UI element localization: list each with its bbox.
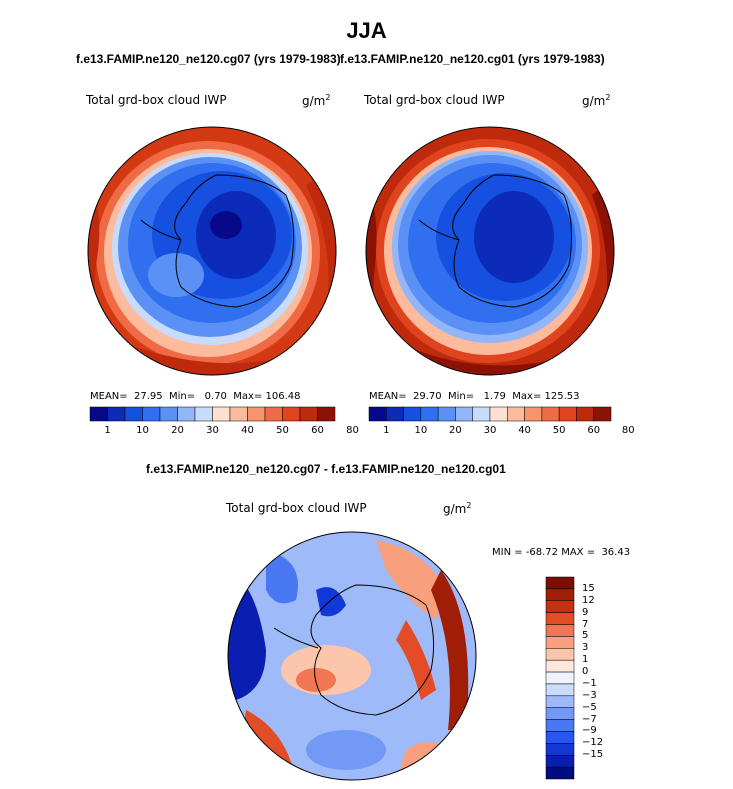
colorbar-tick-label: 10 <box>136 425 149 436</box>
colorbar-swatch <box>212 406 231 422</box>
colorbar-swatch <box>107 406 126 422</box>
diff-colorbar-tick-label: −15 <box>582 749 604 761</box>
colorbar-tick-label: 20 <box>449 425 462 436</box>
diff-colorbar-swatch <box>545 612 575 625</box>
diff-colorbar-swatch <box>545 659 575 673</box>
panel-1-subtitle: f.e13.FAMIP.ne120_ne120.cg07 (yrs 1979-1… <box>76 52 341 66</box>
diff-colorbar-tick-label: 1 <box>582 654 589 666</box>
colorbar-swatch <box>264 406 283 422</box>
colorbar-tick-label: 80 <box>346 425 359 436</box>
panel-1-units: g/m2 <box>302 93 331 108</box>
panel-1-map <box>87 126 337 376</box>
panel-2-units: g/m2 <box>582 93 611 108</box>
colorbar-tick-label: 60 <box>587 425 601 436</box>
diff-colorbar-swatch <box>545 636 575 649</box>
diff-map <box>227 531 477 781</box>
colorbar-swatch <box>229 406 248 422</box>
diff-colorbar-tick-label: −12 <box>582 737 604 749</box>
diff-colorbar-swatch <box>545 576 575 590</box>
diff-units: g/m2 <box>443 501 472 516</box>
colorbar-tick-label: 20 <box>171 425 184 436</box>
colorbar-swatch <box>489 406 508 422</box>
colorbar-swatch <box>282 406 301 422</box>
colorbar-swatch <box>299 406 318 422</box>
colorbar-swatch <box>194 406 213 422</box>
panel-1-stats: MEAN= 27.95 Min= 0.70 Max= 106.48 <box>90 391 301 402</box>
colorbar-tick-label: 40 <box>518 425 531 436</box>
diff-colorbar-swatch <box>545 588 575 602</box>
panel-2-map <box>365 126 615 376</box>
colorbar-swatch <box>247 406 266 422</box>
diff-colorbar-tick-label: −9 <box>582 725 597 737</box>
colorbar-tick-label: 30 <box>206 425 219 436</box>
colorbar-swatch <box>420 406 439 422</box>
colorbar-swatch <box>142 406 161 422</box>
panel-2-colorbar <box>368 406 612 422</box>
colorbar-swatch <box>593 406 612 422</box>
colorbar-swatch <box>576 406 594 422</box>
diff-subtitle: f.e13.FAMIP.ne120_ne120.cg07 - f.e13.FAM… <box>146 462 506 476</box>
colorbar-swatch <box>541 406 560 422</box>
colorbar-tick-label: 1 <box>104 425 111 436</box>
colorbar-swatch <box>177 406 196 422</box>
colorbar-tick-label: 50 <box>552 425 566 436</box>
diff-colorbar-swatch <box>545 648 575 661</box>
diff-colorbar-tick-label: −5 <box>582 701 597 713</box>
diff-colorbar-swatch <box>545 707 575 720</box>
colorbar-swatch <box>455 406 473 422</box>
diff-colorbar-swatch <box>545 600 575 613</box>
diff-colorbar-swatch <box>545 719 575 732</box>
diff-colorbar-swatch <box>545 695 575 708</box>
colorbar-swatch <box>437 406 456 422</box>
colorbar-swatch <box>317 406 336 422</box>
diff-colorbar-swatch <box>545 754 575 768</box>
diff-colorbar-swatch <box>545 671 575 685</box>
diff-field-label: Total grd-box cloud IWP <box>226 501 367 515</box>
diff-colorbar-tick-label: 0 <box>582 666 589 678</box>
diff-colorbar-swatch <box>545 683 575 697</box>
diff-colorbar-swatch <box>545 743 575 756</box>
panel-1-colorbar <box>89 406 336 422</box>
diff-colorbar <box>545 576 575 780</box>
panel-2-field-label: Total grd-box cloud IWP <box>364 93 505 107</box>
colorbar-swatch <box>124 406 143 422</box>
colorbar-swatch <box>368 406 387 422</box>
colorbar-tick-label: 1 <box>383 425 390 436</box>
colorbar-swatch <box>89 406 108 422</box>
diff-colorbar-tick-label: 9 <box>582 606 589 618</box>
colorbar-swatch <box>472 406 491 422</box>
figure-title: JJA <box>346 18 387 43</box>
colorbar-swatch <box>403 406 422 422</box>
diff-colorbar-tick-label: 7 <box>582 618 589 630</box>
diff-colorbar-tick-label: 12 <box>582 594 595 606</box>
panel-2-stats: MEAN= 29.70 Min= 1.79 Max= 125.53 <box>369 391 580 402</box>
diff-colorbar-swatch <box>545 766 575 780</box>
panel-1-field-label: Total grd-box cloud IWP <box>86 93 227 107</box>
diff-colorbar-tick-label: 5 <box>582 630 589 642</box>
diff-colorbar-swatch <box>545 624 575 637</box>
colorbar-tick-label: 80 <box>621 425 635 436</box>
diff-colorbar-tick-label: 3 <box>582 642 589 654</box>
diff-colorbar-swatch <box>545 731 575 744</box>
colorbar-tick-label: 60 <box>311 425 324 436</box>
colorbar-swatch <box>507 406 525 422</box>
panel-2-subtitle: f.e13.FAMIP.ne120_ne120.cg01 (yrs 1979-1… <box>340 52 605 66</box>
colorbar-swatch <box>386 406 404 422</box>
diff-colorbar-tick-label: 15 <box>582 582 595 594</box>
diff-minmax: MIN = -68.72 MAX = 36.43 <box>492 547 631 558</box>
colorbar-tick-label: 10 <box>414 425 428 436</box>
colorbar-tick-label: 30 <box>483 425 497 436</box>
colorbar-swatch <box>558 406 577 422</box>
colorbar-tick-label: 50 <box>276 425 289 436</box>
diff-colorbar-tick-label: −1 <box>582 677 597 689</box>
colorbar-tick-label: 40 <box>241 425 254 436</box>
diff-colorbar-tick-label: −7 <box>582 713 597 725</box>
colorbar-swatch <box>159 406 178 422</box>
colorbar-swatch <box>524 406 543 422</box>
diff-colorbar-tick-label: −3 <box>582 689 597 701</box>
